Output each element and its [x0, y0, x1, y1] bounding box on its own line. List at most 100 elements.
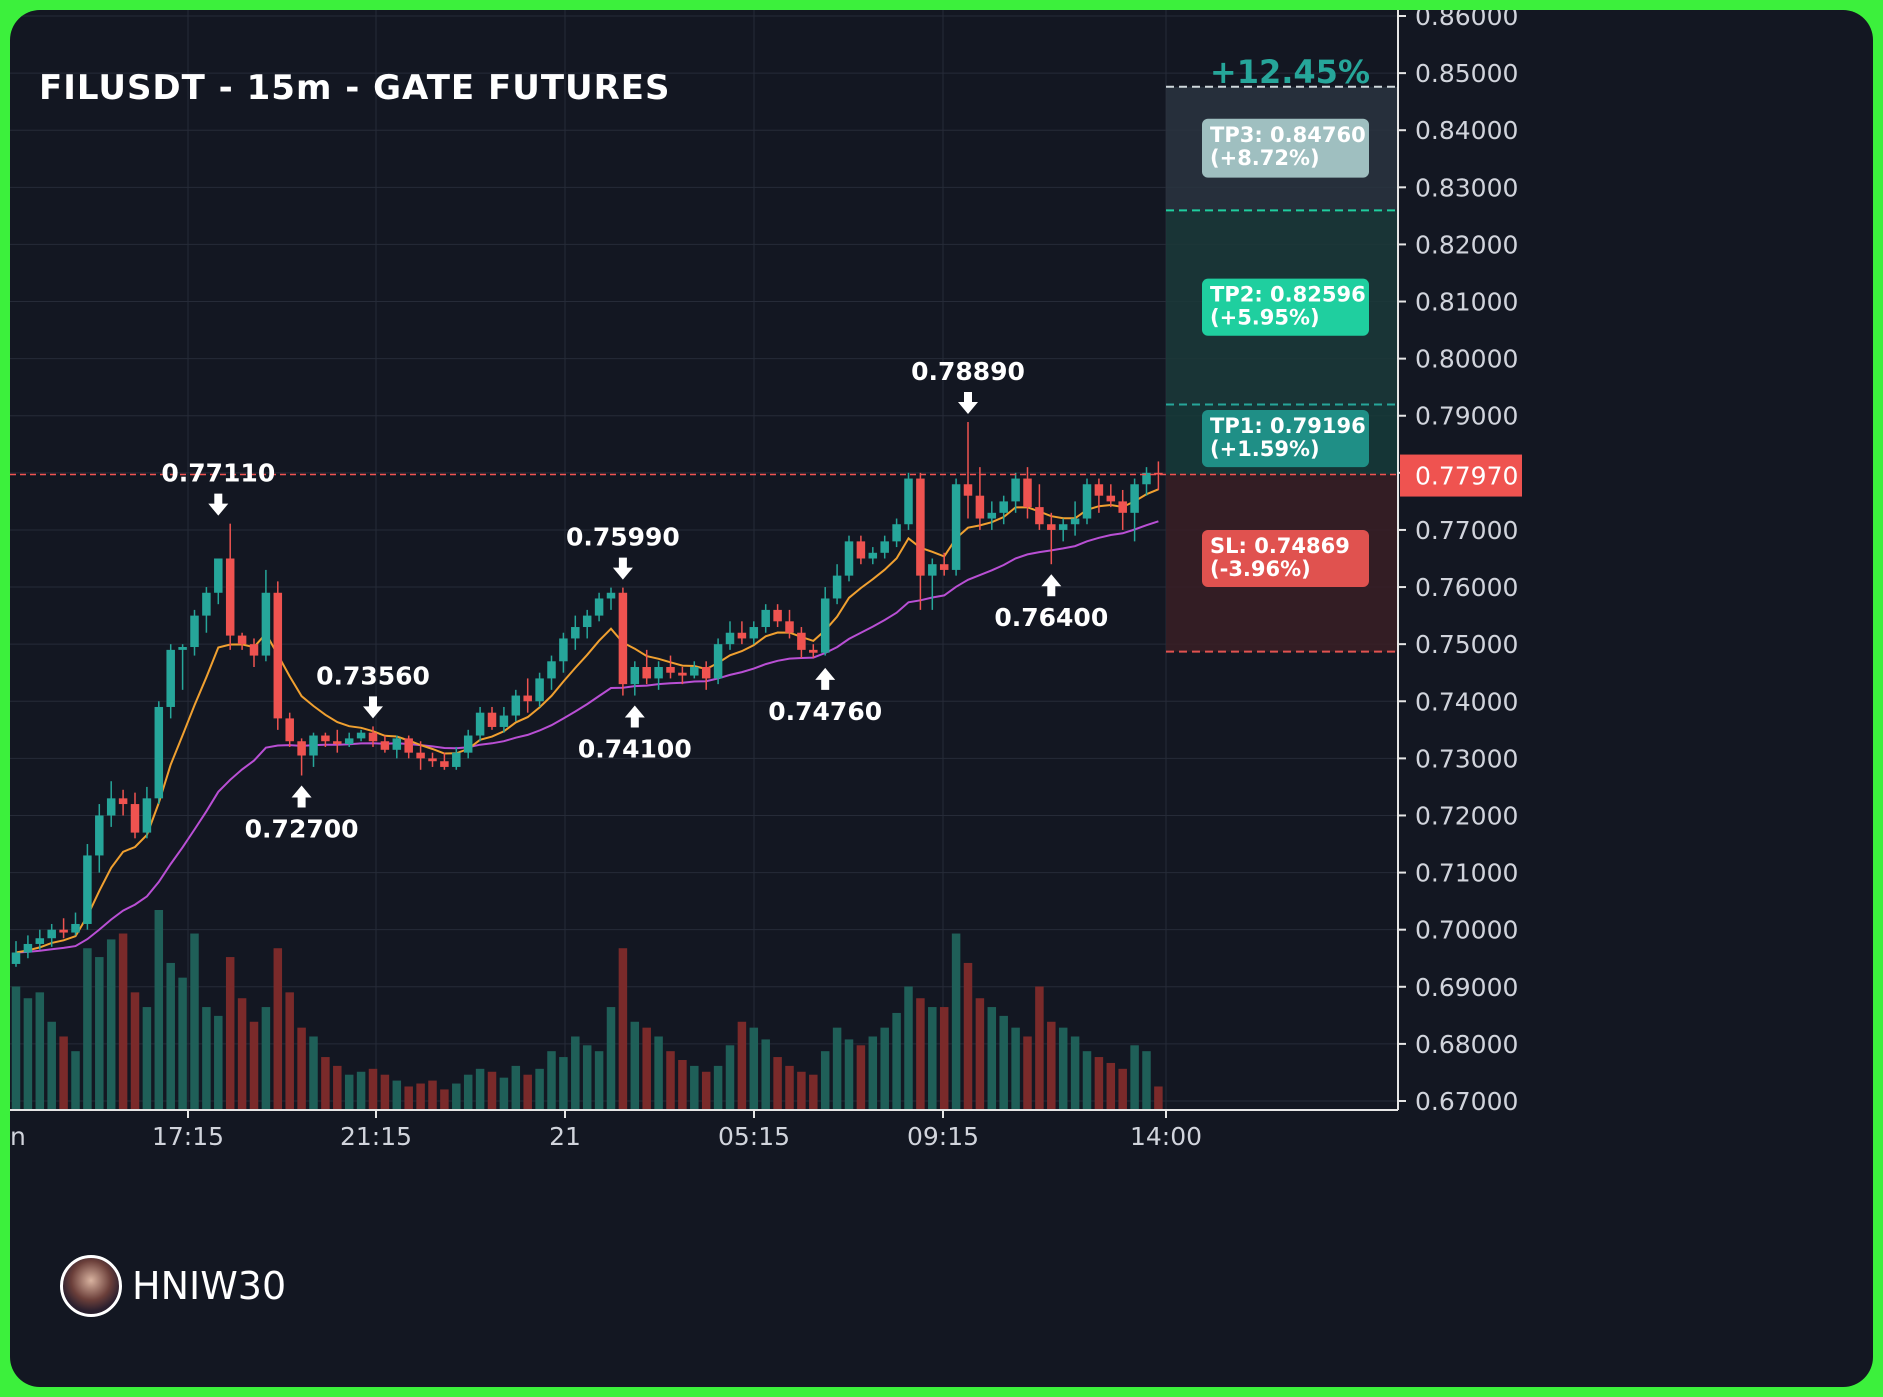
candle — [939, 564, 949, 570]
arrow-down-icon — [958, 392, 978, 415]
volume-bar — [428, 1080, 437, 1110]
target-label: TP3: 0.84760 — [1210, 123, 1366, 147]
candle — [868, 552, 878, 559]
candle — [225, 558, 235, 636]
volume-bar — [547, 1051, 556, 1110]
y-tick-label: 0.70000 — [1415, 916, 1518, 945]
volume-bar — [1094, 1057, 1104, 1110]
price-annotation: 0.74100 — [578, 735, 692, 764]
candle — [916, 478, 925, 576]
volume-bar — [1118, 1068, 1127, 1110]
volume-bar — [47, 1021, 56, 1110]
candle — [356, 732, 366, 739]
price-annotation: 0.78890 — [911, 357, 1025, 386]
candle — [166, 649, 175, 707]
candle — [1130, 484, 1139, 513]
volume-bar — [1035, 986, 1044, 1110]
volume-bar — [214, 1015, 223, 1110]
candle — [1023, 478, 1032, 508]
x-tick-label: 21 — [549, 1122, 581, 1151]
candle — [713, 644, 723, 679]
candle — [344, 738, 354, 745]
price-annotation: 0.73560 — [316, 661, 430, 690]
arrow-down-icon — [612, 557, 633, 580]
volume-bar — [404, 1086, 413, 1110]
volume-bar — [499, 1077, 509, 1110]
candle — [1106, 495, 1116, 502]
volume-bar — [511, 1065, 521, 1110]
volume-bar — [904, 986, 913, 1110]
candle — [130, 804, 140, 833]
candle — [1035, 507, 1044, 525]
candle — [1070, 518, 1080, 525]
candle — [368, 732, 378, 742]
volume-bar — [618, 948, 628, 1110]
volume-bar — [1106, 1062, 1116, 1110]
volume-bar — [797, 1071, 806, 1110]
x-tick-label: 17:15 — [152, 1122, 224, 1151]
volume-bar — [344, 1074, 354, 1110]
candle — [499, 715, 509, 727]
volume-bar — [701, 1071, 711, 1110]
volume-bar — [261, 1007, 271, 1110]
y-tick-label: 0.74000 — [1415, 687, 1518, 716]
candle — [118, 798, 128, 805]
volume-bar — [725, 1045, 735, 1110]
volume-bar — [713, 1065, 723, 1110]
volume-bar — [1142, 1051, 1151, 1110]
last-price-label: 0.77970 — [1415, 462, 1518, 491]
y-tick-label: 0.86000 — [1415, 10, 1518, 31]
price-annotation: 0.72700 — [245, 815, 359, 844]
target-label: SL: 0.74869 — [1210, 534, 1350, 558]
y-tick-label: 0.83000 — [1415, 173, 1518, 202]
volume-bar — [392, 1080, 402, 1110]
volume-bar — [487, 1071, 497, 1110]
volume-bar — [452, 1083, 461, 1110]
candle — [380, 741, 390, 750]
volume-bar — [106, 939, 116, 1110]
candle — [559, 638, 568, 662]
candle — [1011, 478, 1020, 502]
volume-bar — [559, 1057, 568, 1110]
candle — [440, 761, 449, 767]
candle — [190, 615, 199, 648]
candle — [737, 632, 747, 639]
arrow-up-icon — [624, 705, 645, 728]
candle — [59, 929, 68, 933]
volume-bar — [178, 977, 187, 1110]
y-tick-label: 0.72000 — [1415, 801, 1518, 830]
y-tick-label: 0.67000 — [1415, 1087, 1518, 1116]
price-chart[interactable]: 0.77110 0.72700 0.73560 0.75990 0.74100 0.747… — [10, 10, 1873, 1387]
candle — [1094, 484, 1104, 496]
x-tick-label: 05:15 — [718, 1122, 790, 1151]
x-tick-label: 21:15 — [340, 1122, 412, 1151]
candle — [428, 758, 437, 762]
volume-bar — [844, 1039, 854, 1110]
candle — [523, 695, 532, 702]
volume-bar — [642, 1027, 651, 1110]
volume-bar — [225, 957, 235, 1110]
candle — [535, 678, 544, 702]
volume-bar — [594, 1051, 604, 1110]
price-annotation: 0.76400 — [994, 603, 1108, 632]
volume-bar — [523, 1074, 532, 1110]
volume-bar — [416, 1083, 425, 1110]
volume-bar — [535, 1068, 544, 1110]
brand-name: HNIW30 — [132, 1264, 287, 1308]
volume-bar — [1070, 1036, 1080, 1110]
candle — [83, 855, 92, 924]
candle — [928, 564, 937, 576]
candle — [761, 609, 770, 628]
x-tick-label: 09:15 — [907, 1122, 979, 1151]
candle — [237, 635, 247, 645]
volume-bar — [1058, 1027, 1068, 1110]
candle — [261, 592, 271, 656]
candle — [333, 741, 342, 745]
volume-bar — [130, 992, 140, 1110]
volume-bar — [23, 998, 33, 1110]
candle — [142, 798, 152, 833]
candle — [321, 735, 330, 742]
candle — [392, 738, 402, 750]
volume-bar — [987, 1007, 997, 1110]
volume-bar — [1154, 1086, 1163, 1110]
